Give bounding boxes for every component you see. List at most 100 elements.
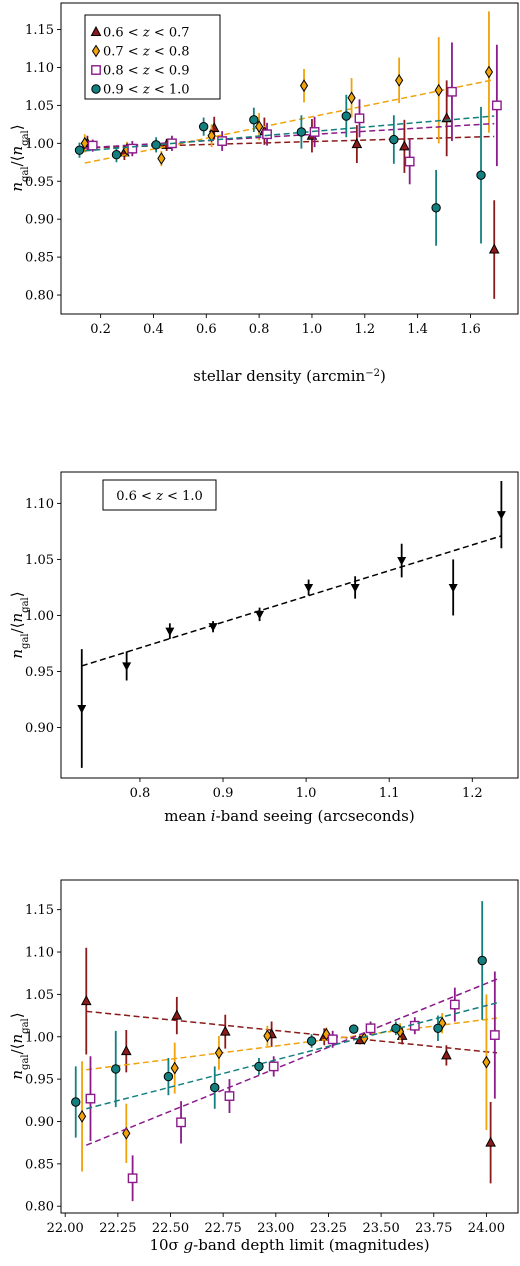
- data-point: [365, 1023, 376, 1034]
- fit-line: [84, 78, 495, 164]
- legend-label: 0.7 < z < 0.8: [103, 45, 190, 60]
- x-tick-label: 1.4: [407, 322, 428, 337]
- series-3: [85, 971, 500, 1202]
- x-tick-label: 22.00: [47, 1221, 84, 1236]
- data-point: [347, 91, 356, 105]
- x-tick-label: 0.4: [143, 322, 164, 337]
- x-tick-label: 1.0: [296, 786, 317, 801]
- y-tick-label: 1.10: [25, 497, 54, 512]
- x-axis-label: 10σ g-band depth limit (magnitudes): [149, 1236, 429, 1254]
- data-point: [397, 557, 407, 566]
- series-4: [74, 94, 495, 246]
- legend-marker: [91, 44, 101, 58]
- data-point: [127, 1173, 138, 1184]
- y-tick-label: 1.05: [25, 988, 54, 1003]
- data-point: [165, 627, 175, 637]
- data-point: [77, 705, 87, 714]
- data-point: [395, 73, 404, 87]
- data-point: [224, 1091, 235, 1101]
- data-point: [482, 1055, 491, 1069]
- legend-label: 0.6 < z < 0.7: [103, 26, 190, 41]
- data-point: [354, 113, 365, 124]
- data-point: [157, 152, 166, 165]
- data-point: [85, 1093, 96, 1104]
- data-point: [484, 65, 494, 79]
- data-point: [491, 100, 502, 111]
- data-point: [488, 243, 500, 254]
- data-point: [476, 170, 486, 180]
- data-point: [74, 145, 85, 155]
- data-point: [341, 111, 351, 121]
- y-tick-label: 0.90: [25, 721, 54, 736]
- legend-marker: [91, 65, 101, 75]
- data-point: [198, 121, 209, 132]
- x-tick-label: 23.25: [310, 1221, 347, 1236]
- fit-line: [81, 535, 502, 667]
- fit-line: [84, 115, 495, 152]
- x-tick-label: 0.6: [196, 322, 217, 337]
- data-point: [176, 1117, 186, 1128]
- y-axis-label: ngal/⟨ngal⟩: [8, 124, 31, 191]
- x-tick-label: 0.9: [213, 786, 234, 801]
- x-tick-label: 1.6: [460, 322, 481, 337]
- data-point: [254, 1061, 264, 1072]
- data-point: [404, 156, 415, 167]
- legend-label: 0.9 < z < 1.0: [103, 83, 190, 98]
- x-tick-label: 0.8: [130, 786, 151, 801]
- data-point: [477, 955, 487, 966]
- y-tick-label: 1.10: [25, 61, 54, 76]
- y-tick-label: 0.95: [25, 665, 54, 680]
- plot-frame: [60, 471, 519, 779]
- data-point: [489, 1030, 500, 1040]
- data-point: [171, 1009, 183, 1020]
- legend-marker: [90, 25, 102, 36]
- data-point: [485, 1136, 496, 1147]
- x-axis-label: mean i-band seeing (arcseconds): [164, 807, 414, 825]
- y-tick-label: 1.00: [25, 609, 54, 624]
- data-point: [447, 86, 457, 97]
- y-tick-label: 0.90: [25, 213, 54, 228]
- data-point: [306, 1036, 317, 1046]
- data-point: [120, 1045, 132, 1056]
- data-point: [268, 1061, 279, 1072]
- legend: 0.6 < z < 0.7 0.7 < z < 0.8 0.8 < z < 0.9 0…: [84, 14, 221, 100]
- y-tick-label: 0.80: [25, 289, 54, 304]
- data-point: [71, 1097, 81, 1107]
- data-point: [448, 583, 458, 593]
- fit-line: [86, 1017, 498, 1071]
- y-axis-label: ngal/⟨ngal⟩: [8, 591, 31, 658]
- data-point: [122, 1126, 131, 1140]
- x-tick-label: 1.0: [302, 322, 323, 337]
- data-point: [350, 583, 360, 593]
- fit-line: [86, 1010, 498, 1054]
- data-point: [304, 583, 314, 593]
- data-point: [399, 140, 410, 151]
- data-point: [391, 1023, 401, 1033]
- chart-seeing: 0.8 0.9 1.0 1.1 1.2 0.90 0.95 1.00 1.05 1.10 ngal/…: [8, 471, 519, 825]
- y-tick-label: 1.15: [25, 23, 54, 38]
- plot-frame: [60, 879, 519, 1214]
- x-tick-label: 23.50: [363, 1221, 400, 1236]
- legend-marker: [91, 84, 101, 94]
- data-point: [255, 120, 264, 134]
- annotation-box: [102, 479, 217, 511]
- plot-frame: [60, 2, 519, 315]
- data-point: [433, 1023, 443, 1033]
- data-point: [163, 1071, 174, 1082]
- y-tick-label: 0.85: [25, 1157, 54, 1172]
- data-point: [349, 1024, 359, 1034]
- y-tick-label: 0.95: [25, 175, 54, 190]
- fit-line: [85, 978, 498, 1146]
- y-tick-label: 1.10: [25, 946, 54, 961]
- data-point: [434, 83, 443, 97]
- data-point: [80, 995, 92, 1006]
- legend-label: 0.8 < z < 0.9: [103, 64, 190, 79]
- data-point: [80, 136, 89, 150]
- data-point: [496, 511, 506, 520]
- data-point: [77, 1109, 87, 1123]
- y-tick-label: 1.05: [25, 99, 54, 114]
- data-point: [441, 1049, 452, 1060]
- plot-area: [74, 11, 502, 299]
- data-point: [214, 1046, 224, 1060]
